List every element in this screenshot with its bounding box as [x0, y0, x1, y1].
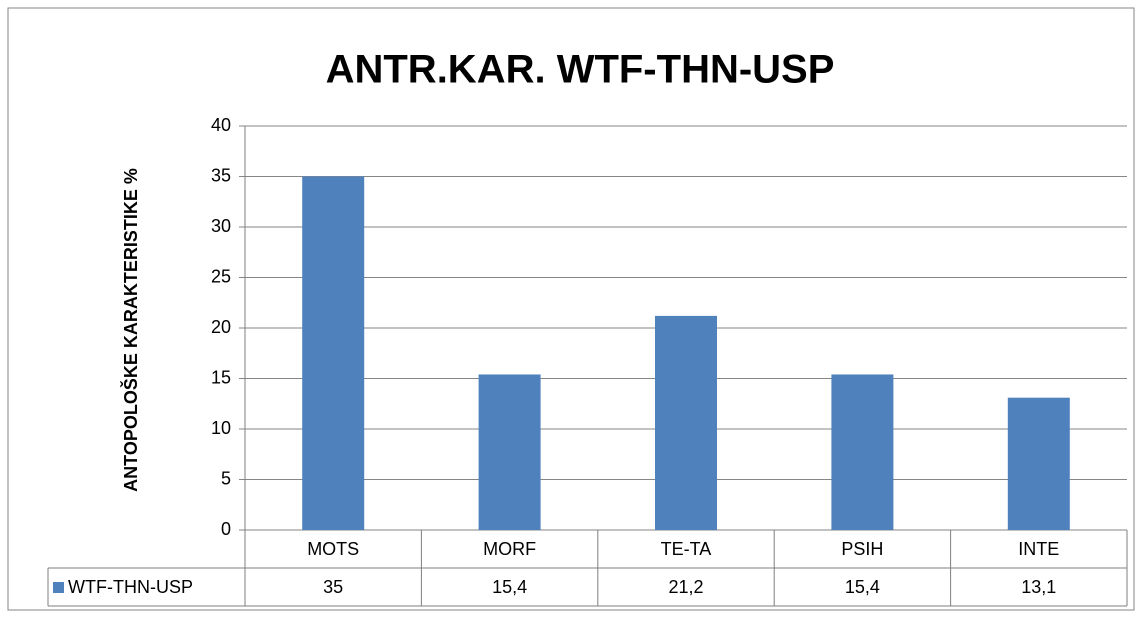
bar [831, 374, 894, 530]
y-tick-label: 40 [211, 115, 231, 135]
bar [478, 374, 541, 530]
table-value: 35 [323, 577, 343, 597]
x-tick-label: PSIH [841, 539, 883, 559]
y-tick-label: 5 [221, 468, 231, 488]
chart-frame [7, 7, 1135, 611]
bar [1007, 397, 1070, 530]
bar [302, 176, 365, 530]
x-tick-label: INTE [1018, 539, 1059, 559]
legend-label: WTF-THN-USP [68, 577, 193, 597]
table-value: 13,1 [1021, 577, 1056, 597]
x-tick-label: MORF [483, 539, 536, 559]
y-tick-label: 30 [211, 216, 231, 236]
y-axis-label: ANTOPOLOŠKE KARAKTERISTIKE % [120, 168, 141, 492]
bar [655, 315, 717, 530]
y-tick-label: 15 [211, 367, 231, 387]
x-tick-label: MOTS [307, 539, 359, 559]
y-tick-label: 20 [211, 317, 231, 337]
chart-title: ANTR.KAR. WTF-THN-USP [326, 48, 835, 92]
table-value: 15,4 [492, 577, 527, 597]
x-tick-label: TE-TA [661, 539, 712, 559]
y-tick-label: 35 [211, 165, 231, 185]
legend-key [53, 582, 64, 593]
y-tick-label: 0 [221, 519, 231, 539]
table-value: 15,4 [845, 577, 880, 597]
table-value: 21,2 [668, 577, 703, 597]
y-tick-label: 25 [211, 266, 231, 286]
y-tick-label: 10 [211, 418, 231, 438]
